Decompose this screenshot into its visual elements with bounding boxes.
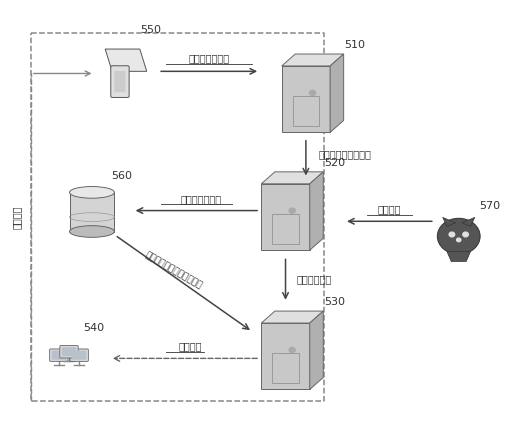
Text: 530: 530 [324, 297, 345, 307]
Ellipse shape [70, 226, 114, 237]
Bar [293, 96, 319, 126]
FancyBboxPatch shape [52, 351, 66, 360]
Circle shape [457, 238, 461, 242]
Circle shape [463, 232, 468, 237]
Bar [70, 192, 114, 231]
Ellipse shape [70, 187, 114, 198]
Polygon shape [282, 66, 330, 132]
Circle shape [289, 347, 295, 352]
Text: 存储覆盖率结果: 存储覆盖率结果 [181, 194, 222, 204]
FancyBboxPatch shape [72, 351, 87, 360]
Polygon shape [261, 172, 323, 184]
Text: 用例执行: 用例执行 [12, 205, 22, 229]
FancyBboxPatch shape [70, 349, 89, 362]
Polygon shape [310, 311, 323, 389]
Text: 拉取代码: 拉取代码 [377, 204, 401, 214]
FancyBboxPatch shape [114, 71, 126, 92]
Circle shape [289, 208, 295, 213]
Text: 540: 540 [83, 323, 105, 333]
Polygon shape [261, 311, 323, 323]
Text: 550: 550 [140, 25, 161, 35]
Text: 560: 560 [111, 171, 132, 181]
Polygon shape [330, 54, 344, 132]
Polygon shape [282, 54, 344, 66]
Polygon shape [310, 172, 323, 250]
Text: 拉取用例及用例覆盖率信息: 拉取用例及用例覆盖率信息 [143, 251, 203, 291]
Polygon shape [462, 217, 475, 227]
Text: 上传覆盖率文件: 上传覆盖率文件 [188, 54, 230, 64]
Text: 用例推送: 用例推送 [178, 342, 202, 352]
Polygon shape [261, 184, 310, 250]
Bar [272, 214, 299, 243]
Circle shape [310, 90, 316, 95]
FancyBboxPatch shape [49, 349, 68, 362]
Text: 拉取用例覆盖率文件: 拉取用例覆盖率文件 [319, 149, 371, 159]
Text: 570: 570 [479, 201, 500, 210]
Polygon shape [443, 217, 456, 227]
Polygon shape [105, 49, 147, 71]
FancyBboxPatch shape [111, 66, 129, 98]
Polygon shape [447, 252, 471, 261]
Circle shape [449, 232, 455, 237]
Polygon shape [261, 323, 310, 389]
Text: 代码变更信息: 代码变更信息 [297, 275, 332, 285]
FancyBboxPatch shape [62, 347, 76, 356]
Bar [272, 353, 299, 383]
FancyBboxPatch shape [60, 345, 78, 358]
Circle shape [437, 218, 480, 254]
Text: 520: 520 [324, 158, 345, 168]
Text: 510: 510 [344, 40, 365, 50]
